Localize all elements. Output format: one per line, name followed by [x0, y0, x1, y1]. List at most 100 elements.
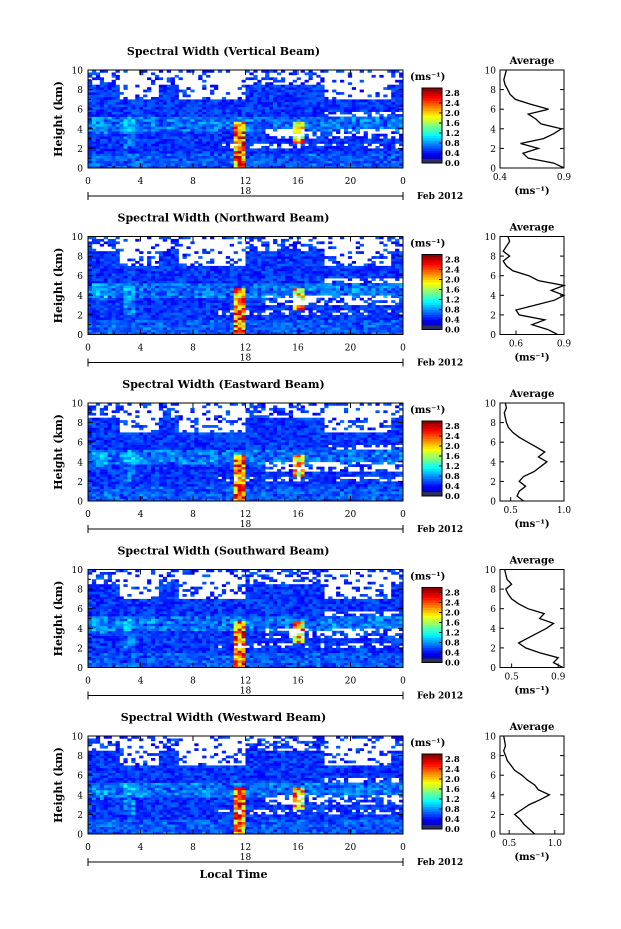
heatmap-cell [111, 297, 116, 301]
heatmap-cell [229, 312, 234, 316]
heatmap-cell [304, 150, 309, 154]
heatmap-cell [296, 99, 301, 103]
heatmap-cell [300, 307, 305, 311]
heatmap-cell [229, 160, 234, 164]
heatmap-cell [127, 322, 132, 325]
heatmap-cell [284, 89, 290, 93]
heatmap-cell [91, 317, 97, 321]
heatmap-cell [158, 104, 164, 108]
heatmap-cell [135, 99, 140, 103]
heatmap-cell [162, 123, 168, 127]
heatmap-cell [379, 106, 384, 110]
heatmap-cell [154, 133, 160, 137]
heatmap-cell [391, 155, 396, 159]
heatmap-cell [210, 121, 215, 125]
heatmap-cell [99, 307, 105, 311]
heatmap-cell [217, 300, 223, 303]
heatmap-cell [123, 265, 128, 269]
heatmap-cell [340, 270, 345, 274]
heatmap-cell [174, 74, 179, 78]
heatmap-cell [91, 319, 97, 323]
heatmap-cell [131, 119, 136, 122]
heatmap-cell [308, 101, 313, 105]
heatmap-cell [111, 160, 116, 164]
heatmap-cell [154, 160, 160, 164]
heatmap-cell [316, 297, 321, 301]
heatmap-cell [284, 116, 290, 120]
heatmap-cell [162, 165, 168, 169]
heatmap-cell [261, 77, 266, 81]
heatmap-cell [340, 319, 345, 323]
heatmap-cell [154, 163, 160, 166]
heatmap-cell [127, 160, 132, 164]
heatmap-cell [399, 283, 404, 286]
heatmap-cell [198, 133, 203, 137]
heatmap-cell [379, 160, 384, 164]
heatmap-cell [273, 160, 278, 164]
heatmap-cell [202, 70, 207, 73]
heatmap-cell [139, 131, 144, 134]
heatmap-cell [308, 158, 313, 161]
heatmap-cell [91, 324, 97, 328]
average-y-tick-label: 10 [485, 67, 497, 77]
heatmap-cell [320, 324, 325, 328]
heatmap-cell [119, 292, 124, 296]
heatmap-cell [95, 273, 101, 276]
heatmap-cell [395, 87, 400, 90]
heatmap-cell [115, 87, 120, 90]
heatmap-cell [359, 268, 364, 272]
heatmap-cell [194, 141, 199, 144]
heatmap-cell [265, 114, 270, 117]
heatmap-cell [375, 273, 380, 276]
heatmap-cell [280, 158, 286, 161]
heatmap-cell [103, 123, 108, 127]
heatmap-cell [336, 290, 341, 294]
heatmap-cell [245, 131, 250, 134]
heatmap-cell [143, 319, 148, 323]
heatmap-cell [292, 87, 297, 90]
heatmap-cell [178, 138, 183, 142]
heatmap-cell [225, 285, 231, 289]
heatmap-cell [328, 104, 333, 108]
heatmap-cell [355, 307, 360, 311]
heatmap-cell [127, 141, 132, 144]
heatmap-cell [229, 319, 234, 323]
heatmap-cell [147, 133, 152, 137]
heatmap-cell [249, 101, 254, 105]
heatmap-cell [139, 141, 144, 144]
heatmap-cell [367, 153, 372, 157]
heatmap-cell [166, 77, 171, 81]
heatmap-cell [367, 292, 372, 296]
heatmap-cell [269, 258, 274, 262]
heatmap-cell [115, 104, 120, 108]
heatmap-cell [225, 158, 231, 161]
heatmap-cell [91, 292, 97, 296]
heatmap-cell [375, 116, 380, 120]
heatmap-cell [395, 116, 400, 120]
heatmap-cell [99, 256, 105, 259]
heatmap-cell [332, 119, 337, 122]
heatmap-cell [328, 160, 333, 164]
heatmap-cell [304, 155, 309, 159]
heatmap-cell [300, 92, 305, 95]
heatmap-cell [233, 145, 238, 149]
heatmap-cell [249, 310, 254, 313]
heatmap-cell [158, 128, 164, 132]
heatmap-cell [292, 121, 297, 125]
heatmap-cell [174, 158, 179, 161]
heatmap-cell [95, 251, 101, 254]
heatmap-cell [206, 114, 211, 117]
heatmap-cell [391, 116, 396, 120]
heatmap-cell [284, 165, 290, 169]
heatmap-cell [312, 126, 317, 130]
heatmap-cell [399, 160, 404, 164]
heatmap-cell [300, 285, 305, 289]
heatmap-cell [194, 116, 199, 120]
heatmap-cell [182, 263, 187, 267]
heatmap-cell [261, 126, 266, 130]
heatmap-cell [115, 302, 120, 306]
heatmap-cell [363, 138, 368, 142]
heatmap-cell [206, 314, 211, 318]
heatmap-cell [233, 327, 238, 330]
heatmap-cell [166, 153, 171, 157]
